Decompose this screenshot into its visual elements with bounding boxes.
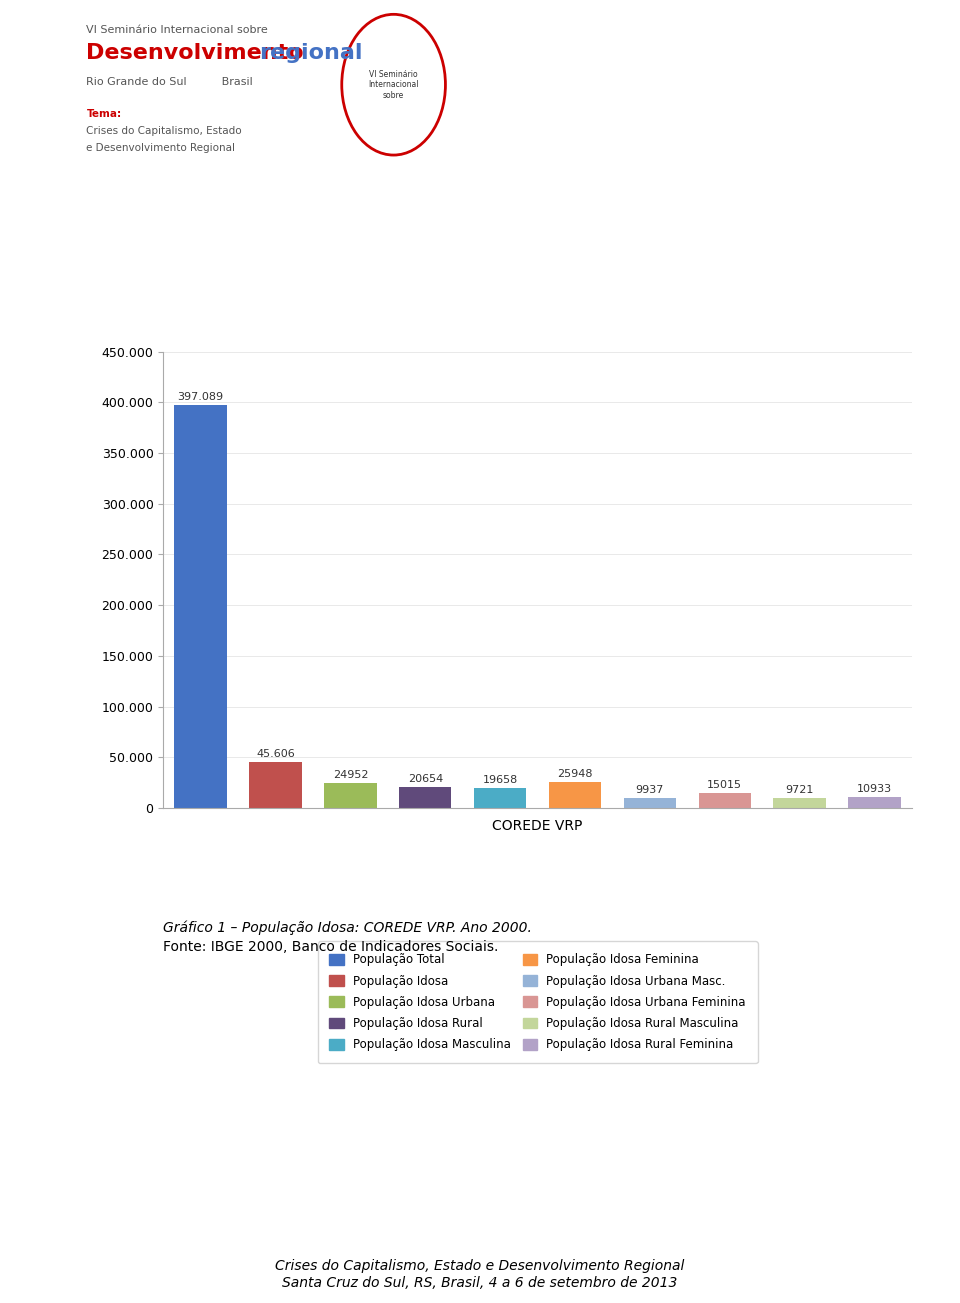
Bar [774, 797, 826, 808]
Legend: População Total, População Idosa, População Idosa Urbana, População Idosa Rural,: População Total, População Idosa, Popula… [318, 942, 757, 1063]
Bar [549, 782, 601, 808]
Text: 2: 2 [13, 39, 40, 78]
Text: Gráfico 1 – População Idosa: COREDE VRP. Ano 2000.: Gráfico 1 – População Idosa: COREDE VRP.… [163, 920, 532, 934]
Bar [624, 797, 676, 808]
Text: Desenvolvimento: Desenvolvimento [86, 43, 304, 63]
Text: 0: 0 [13, 85, 40, 124]
Bar [699, 792, 751, 808]
Text: 45.606: 45.606 [256, 749, 295, 758]
Text: Crises do Capitalismo, Estado e Desenvolvimento Regional: Crises do Capitalismo, Estado e Desenvol… [276, 1260, 684, 1273]
Bar [175, 405, 227, 808]
Text: 9721: 9721 [785, 784, 814, 795]
Text: Fonte: IBGE 2000, Banco de Indicadores Sociais.: Fonte: IBGE 2000, Banco de Indicadores S… [163, 941, 498, 954]
Text: 9937: 9937 [636, 784, 664, 795]
Bar [250, 762, 301, 808]
Text: 1: 1 [13, 130, 40, 169]
Text: 15015: 15015 [708, 779, 742, 790]
Text: Tema:: Tema: [86, 109, 122, 120]
Text: 10933: 10933 [857, 783, 892, 794]
Text: 3: 3 [13, 175, 40, 214]
X-axis label: COREDE VRP: COREDE VRP [492, 820, 583, 833]
Text: Santa Cruz do Sul, RS, Brasil, 4 a 6 de setembro de 2013: Santa Cruz do Sul, RS, Brasil, 4 a 6 de … [282, 1277, 678, 1290]
Text: 397.089: 397.089 [178, 392, 224, 403]
Text: 25948: 25948 [558, 769, 592, 778]
Bar [399, 787, 451, 808]
Text: 20654: 20654 [408, 774, 443, 784]
Text: Crises do Capitalismo, Estado: Crises do Capitalismo, Estado [86, 126, 242, 137]
Bar [849, 796, 900, 808]
Text: regional: regional [259, 43, 363, 63]
Text: Rio Grande do Sul          Brasil: Rio Grande do Sul Brasil [86, 77, 253, 87]
Bar [324, 783, 376, 808]
Text: 19658: 19658 [483, 775, 517, 784]
Text: VI Seminário
Internacional
sobre: VI Seminário Internacional sobre [369, 70, 419, 99]
Text: VI Seminário Internacional sobre: VI Seminário Internacional sobre [86, 25, 268, 35]
Text: 24952: 24952 [333, 770, 368, 779]
Bar [474, 788, 526, 808]
Text: e Desenvolvimento Regional: e Desenvolvimento Regional [86, 143, 235, 154]
